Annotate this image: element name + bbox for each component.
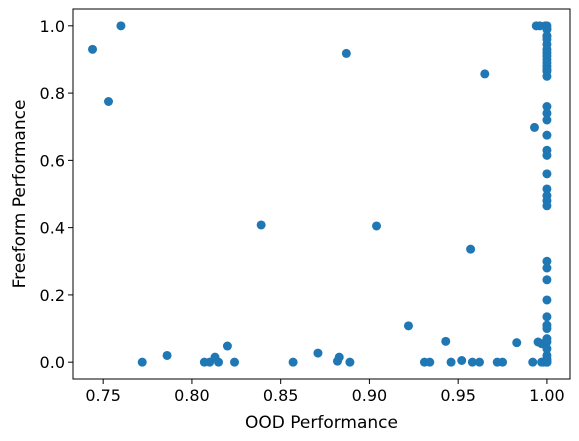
y-tick-label: 0.8: [40, 84, 65, 103]
data-point: [116, 21, 126, 31]
data-point: [341, 48, 351, 58]
data-point: [542, 102, 552, 112]
data-points: [88, 21, 552, 367]
x-tick-label: 1.00: [529, 386, 565, 405]
y-tick-label: 0.6: [40, 151, 65, 170]
data-point: [542, 71, 552, 81]
y-tick-label: 0.0: [40, 353, 65, 372]
data-point: [446, 357, 456, 367]
data-point: [542, 65, 552, 75]
data-point: [542, 295, 552, 305]
data-point: [372, 221, 382, 231]
data-point: [542, 337, 552, 347]
data-point: [256, 220, 266, 230]
x-tick-label: 0.90: [352, 386, 388, 405]
data-point: [528, 357, 538, 367]
data-point: [542, 169, 552, 179]
data-point: [542, 275, 552, 285]
data-point: [288, 357, 298, 367]
data-point: [498, 357, 508, 367]
data-point: [542, 256, 552, 266]
data-point: [542, 324, 552, 334]
data-point: [222, 341, 232, 351]
data-point: [403, 321, 413, 331]
data-point: [474, 357, 484, 367]
data-point: [104, 97, 113, 106]
data-point: [313, 348, 323, 358]
data-point: [542, 58, 552, 68]
x-tick-label: 0.85: [263, 386, 299, 405]
data-point: [441, 336, 451, 346]
data-point: [542, 34, 552, 44]
data-point: [457, 356, 467, 365]
data-point: [467, 357, 477, 367]
data-point: [542, 130, 552, 140]
data-point: [542, 201, 552, 211]
data-point: [530, 122, 539, 132]
data-point: [512, 338, 522, 348]
x-tick-label: 0.95: [440, 386, 476, 405]
data-point: [162, 350, 172, 360]
x-tick-label: 0.75: [85, 386, 121, 405]
data-point: [230, 357, 240, 367]
data-point: [542, 108, 552, 118]
data-point: [542, 51, 552, 61]
data-point: [425, 357, 435, 367]
data-point: [137, 357, 147, 367]
data-point: [214, 357, 224, 367]
data-point: [542, 150, 552, 160]
x-axis-title: OOD Performance: [245, 413, 398, 433]
y-axis-title: Freeform Performance: [10, 100, 30, 289]
data-point: [542, 312, 552, 322]
data-point: [542, 357, 552, 367]
data-point: [334, 352, 344, 362]
y-tick-label: 0.4: [40, 219, 65, 238]
plot-frame: [72, 8, 571, 380]
data-point: [542, 184, 552, 194]
data-point: [542, 263, 552, 273]
axis-ticks: 0.75 0.80 0.85 0.90 0.95 1.00 0.0 0.2 0.4 0.6 0.8 1…: [40, 17, 565, 405]
data-point: [466, 244, 476, 254]
data-point: [345, 357, 355, 367]
data-point: [542, 344, 552, 354]
data-point: [542, 115, 552, 125]
y-tick-label: 1.0: [40, 17, 65, 36]
data-point: [542, 24, 552, 34]
data-point: [480, 69, 490, 79]
data-point: [542, 44, 552, 54]
y-tick-label: 0.2: [40, 286, 65, 305]
data-point: [88, 44, 98, 54]
x-tick-label: 0.80: [174, 386, 210, 405]
